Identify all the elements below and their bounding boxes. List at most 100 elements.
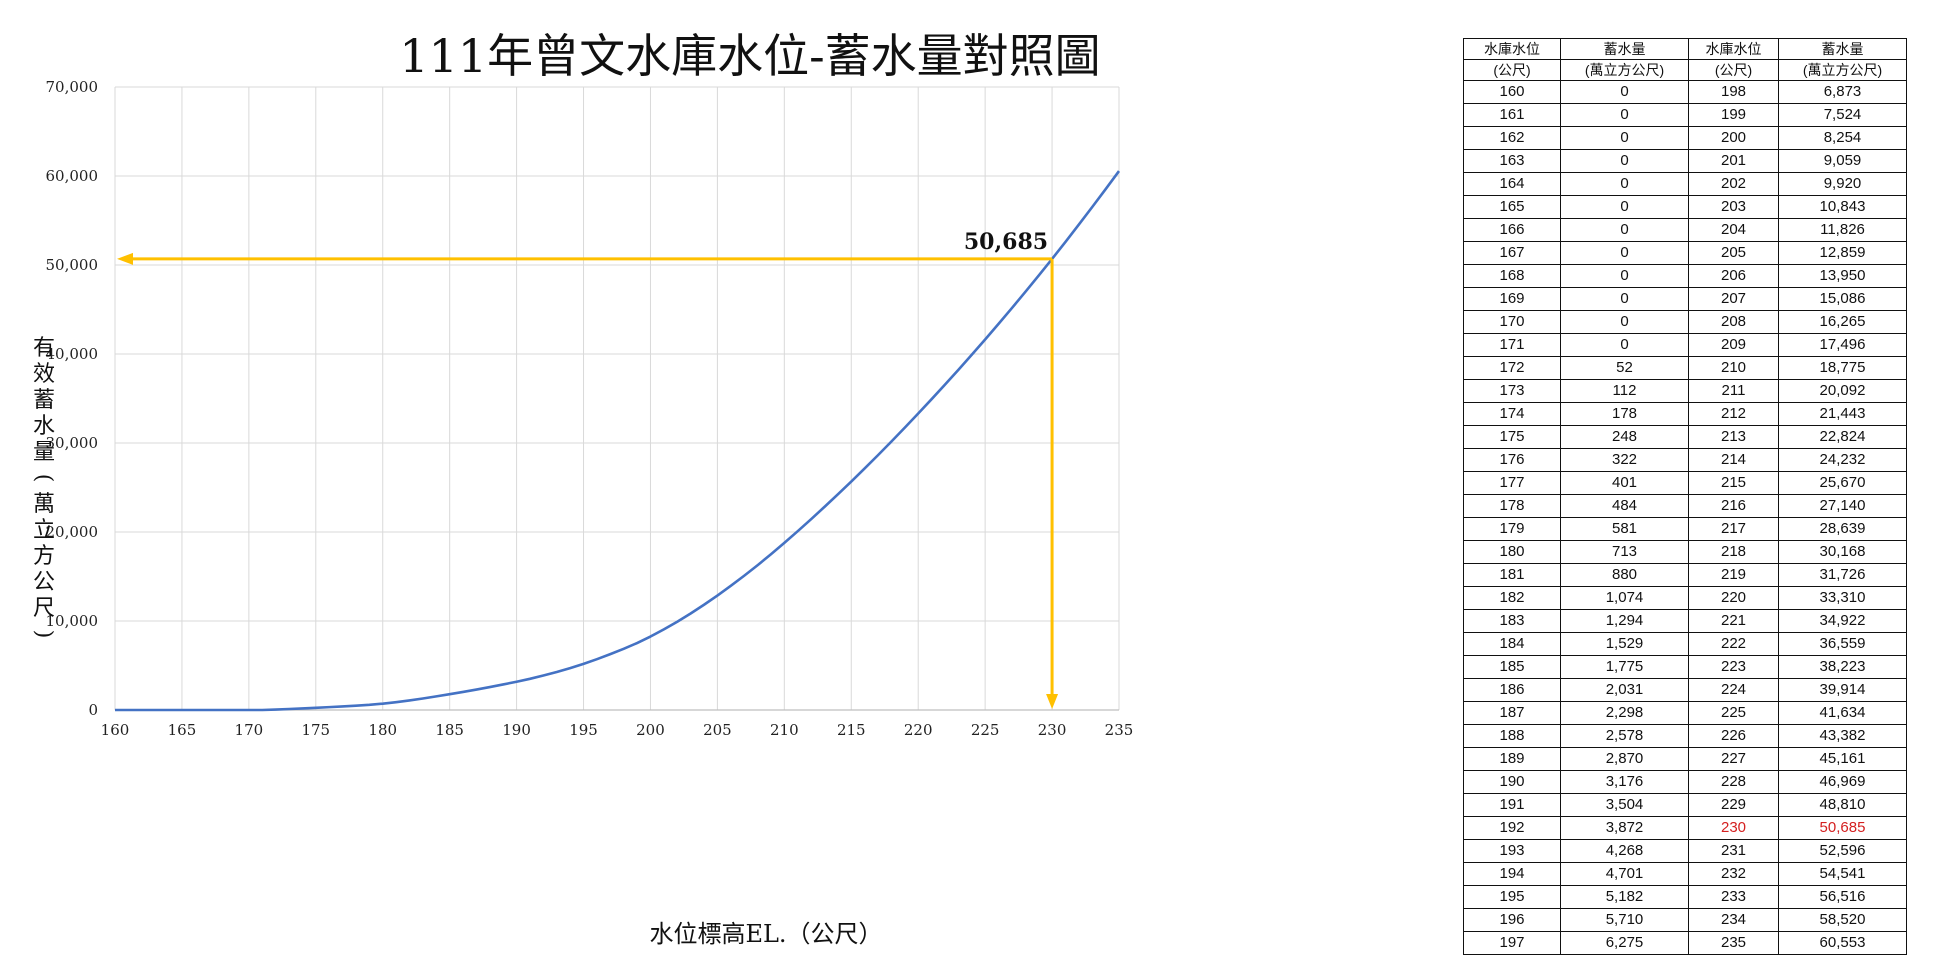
cell-storage-2: 56,516 <box>1778 885 1907 909</box>
x-tick-label: 205 <box>703 721 732 739</box>
cell-storage-2: 60,553 <box>1778 931 1907 955</box>
x-tick-label: 170 <box>235 721 264 739</box>
cell-level-1: 182 <box>1463 586 1561 610</box>
y-tick-label: 70,000 <box>46 78 99 96</box>
table-row: 188 2,578 226 43,382 <box>1463 724 1907 748</box>
cell-level-2: 227 <box>1688 747 1779 771</box>
cell-storage-1: 1,294 <box>1560 609 1689 633</box>
cell-storage-2: 20,092 <box>1778 379 1907 403</box>
cell-level-1: 183 <box>1463 609 1561 633</box>
cell-storage-1: 3,176 <box>1560 770 1689 794</box>
table-row: 192 3,872 230 50,685 <box>1463 816 1907 840</box>
cell-level-2: 219 <box>1688 563 1779 587</box>
y-tick-label: 60,000 <box>46 167 99 185</box>
cell-storage-1: 5,710 <box>1560 908 1689 932</box>
table-row: 165 0 203 10,843 <box>1463 195 1907 219</box>
table-row: 190 3,176 228 46,969 <box>1463 770 1907 794</box>
cell-level-2: 207 <box>1688 287 1779 311</box>
cell-level-2: 203 <box>1688 195 1779 219</box>
cell-level-2: 220 <box>1688 586 1779 610</box>
cell-storage-1: 3,504 <box>1560 793 1689 817</box>
cell-level-2: 218 <box>1688 540 1779 564</box>
x-tick-labels: 160 165 170 175 180 185 190 195 200 205 210 215 220 2… <box>101 721 1134 739</box>
cell-level-2: 216 <box>1688 494 1779 518</box>
table-row: 162 0 200 8,254 <box>1463 126 1907 150</box>
table-row: 177 401 215 25,670 <box>1463 471 1907 495</box>
cell-storage-1: 1,775 <box>1560 655 1689 679</box>
cell-storage-2: 12,859 <box>1778 241 1907 265</box>
cell-storage-1: 2,298 <box>1560 701 1689 725</box>
cell-storage-1: 2,031 <box>1560 678 1689 702</box>
cell-storage-1: 52 <box>1560 356 1689 380</box>
cell-storage-1: 0 <box>1560 195 1689 219</box>
header-storage-1: 蓄水量 <box>1560 38 1689 60</box>
cell-storage-2: 25,670 <box>1778 471 1907 495</box>
header-level-2: 水庫水位 <box>1688 38 1779 60</box>
cell-storage-2: 39,914 <box>1778 678 1907 702</box>
cell-level-1: 181 <box>1463 563 1561 587</box>
cell-level-2: 233 <box>1688 885 1779 909</box>
cell-storage-2: 34,922 <box>1778 609 1907 633</box>
cell-storage-2: 9,920 <box>1778 172 1907 196</box>
cell-level-2: 230 <box>1688 816 1779 840</box>
table-row: 185 1,775 223 38,223 <box>1463 655 1907 679</box>
water-level-table-panel: 水庫水位 蓄水量 水庫水位 蓄水量 (公尺) (萬立方公尺) (公尺) (萬立方… <box>1463 38 1907 955</box>
y-tick-label: 50,000 <box>46 256 99 274</box>
x-tick-label: 190 <box>502 721 531 739</box>
cell-level-2: 205 <box>1688 241 1779 265</box>
cell-storage-2: 13,950 <box>1778 264 1907 288</box>
cell-storage-1: 2,870 <box>1560 747 1689 771</box>
x-tick-label: 180 <box>368 721 397 739</box>
x-tick-label: 225 <box>971 721 1000 739</box>
table-row: 160 0 198 6,873 <box>1463 80 1907 104</box>
table-row: 174 178 212 21,443 <box>1463 402 1907 426</box>
y-axis-title-char: ( <box>31 474 56 483</box>
header-storage-unit-2: (萬立方公尺) <box>1778 59 1907 81</box>
arrow-left-icon <box>117 252 133 265</box>
y-axis-title-char: 效 <box>33 362 55 387</box>
cell-storage-2: 8,254 <box>1778 126 1907 150</box>
cell-level-1: 184 <box>1463 632 1561 656</box>
cell-level-1: 188 <box>1463 724 1561 748</box>
y-axis-title-char: 立 <box>33 518 55 543</box>
cell-storage-2: 41,634 <box>1778 701 1907 725</box>
cell-storage-2: 7,524 <box>1778 103 1907 127</box>
y-axis-title-char: ) <box>31 630 56 639</box>
x-tick-label: 175 <box>301 721 330 739</box>
cell-level-1: 180 <box>1463 540 1561 564</box>
cell-storage-2: 17,496 <box>1778 333 1907 357</box>
cell-storage-1: 3,872 <box>1560 816 1689 840</box>
y-tick-label: 20,000 <box>46 523 99 541</box>
cell-level-2: 231 <box>1688 839 1779 863</box>
header-storage-unit-1: (萬立方公尺) <box>1560 59 1689 81</box>
cell-storage-2: 48,810 <box>1778 793 1907 817</box>
cell-level-2: 217 <box>1688 517 1779 541</box>
cell-level-2: 198 <box>1688 80 1779 104</box>
table-row: 179 581 217 28,639 <box>1463 517 1907 541</box>
cell-storage-1: 0 <box>1560 264 1689 288</box>
cell-level-1: 175 <box>1463 425 1561 449</box>
table-row: 194 4,701 232 54,541 <box>1463 862 1907 886</box>
cell-storage-1: 0 <box>1560 241 1689 265</box>
header-level-1: 水庫水位 <box>1463 38 1561 60</box>
cell-level-1: 170 <box>1463 310 1561 334</box>
cell-level-1: 186 <box>1463 678 1561 702</box>
cell-storage-2: 10,843 <box>1778 195 1907 219</box>
table-row: 196 5,710 234 58,520 <box>1463 908 1907 932</box>
y-axis-title-char: 有 <box>33 336 55 361</box>
cell-level-1: 164 <box>1463 172 1561 196</box>
cell-level-2: 221 <box>1688 609 1779 633</box>
x-axis-title: 水位標高EL.（公尺） <box>649 920 882 948</box>
table-header-unit-row: (公尺) (萬立方公尺) (公尺) (萬立方公尺) <box>1463 59 1907 81</box>
table-row: 186 2,031 224 39,914 <box>1463 678 1907 702</box>
table-row: 191 3,504 229 48,810 <box>1463 793 1907 817</box>
cell-storage-1: 1,529 <box>1560 632 1689 656</box>
cell-level-2: 210 <box>1688 356 1779 380</box>
cell-level-1: 177 <box>1463 471 1561 495</box>
cell-level-1: 190 <box>1463 770 1561 794</box>
cell-storage-2: 33,310 <box>1778 586 1907 610</box>
chart-title: 111年曾文水庫水位-蓄水量對照圖 <box>399 29 1100 83</box>
cell-storage-1: 0 <box>1560 287 1689 311</box>
cell-storage-1: 4,701 <box>1560 862 1689 886</box>
